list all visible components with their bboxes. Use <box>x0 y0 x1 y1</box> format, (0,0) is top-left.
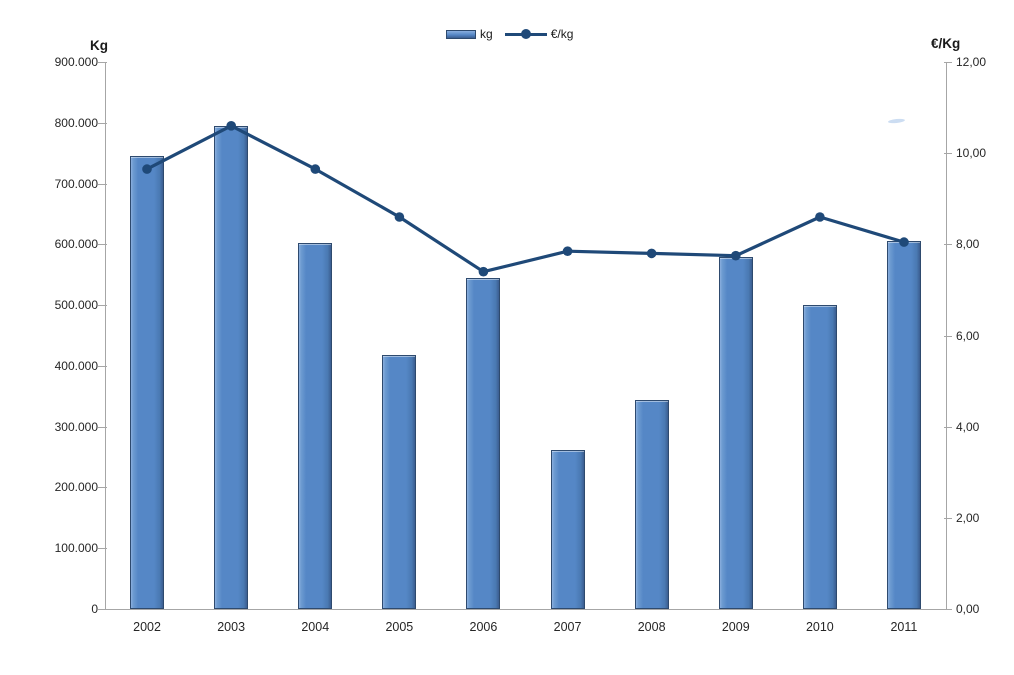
left-axis-tick-label: 400.000 <box>54 358 98 373</box>
right-axis-tick <box>944 244 952 246</box>
bar-2003 <box>214 125 249 609</box>
price-point-2007 <box>562 246 573 256</box>
line-series-swatch-icon <box>504 29 547 39</box>
left-axis-tick-label: 100.000 <box>54 541 98 556</box>
x-axis-label-2005: 2005 <box>385 620 414 634</box>
left-axis-tick-label: 200.000 <box>54 480 98 495</box>
price-point-2005 <box>394 212 405 222</box>
left-axis-tick <box>98 426 107 428</box>
plot-area <box>105 62 946 609</box>
legend-label-kg: kg <box>480 27 493 41</box>
left-axis-tick-label: 900.000 <box>54 55 98 69</box>
bar-2011 <box>887 241 921 609</box>
bar-2007 <box>550 449 585 609</box>
right-axis-tick <box>944 426 952 428</box>
right-axis-tick <box>944 153 952 155</box>
right-axis-tick-label: 8,00 <box>956 237 980 252</box>
bar-2010 <box>802 304 837 609</box>
x-axis-label-2004: 2004 <box>301 620 330 634</box>
bar-2002 <box>130 156 164 609</box>
right-axis-tick-label: 0,00 <box>956 602 980 616</box>
x-axis-label-2003: 2003 <box>217 620 246 634</box>
price-point-2010 <box>815 212 825 222</box>
left-axis-tick-label: 700.000 <box>54 176 98 191</box>
right-axis-title: €/Kg <box>931 36 961 51</box>
x-axis-label-2009: 2009 <box>721 620 750 634</box>
right-axis-tick-label: 6,00 <box>956 328 980 343</box>
left-axis-tick-label: 600.000 <box>54 237 98 252</box>
left-axis-tick-label: 800.000 <box>54 115 98 130</box>
right-axis-tick-label: 4,00 <box>956 419 980 434</box>
x-axis-label-2011: 2011 <box>890 620 918 634</box>
x-axis-line <box>105 609 947 610</box>
x-axis-label-2008: 2008 <box>637 620 666 634</box>
left-axis-tick <box>98 609 107 610</box>
bar-series-swatch-icon <box>446 29 476 39</box>
legend-item-kg: kg <box>446 27 493 41</box>
right-axis-tick-label: 10,00 <box>956 146 987 161</box>
bar-2006 <box>466 277 501 609</box>
x-axis-label-2006: 2006 <box>469 620 498 634</box>
price-point-2002 <box>142 164 152 174</box>
right-axis-tick <box>944 335 952 337</box>
right-axis-tick <box>944 62 952 63</box>
left-axis-line <box>105 62 106 610</box>
price-point-2003 <box>226 121 236 131</box>
right-axis-tick <box>944 517 952 519</box>
bar-2005 <box>382 354 417 609</box>
bar-2009 <box>718 256 753 609</box>
left-axis-tick <box>98 365 107 367</box>
left-axis-tick-label: 0 <box>91 602 98 616</box>
legend-label-eur-per-kg: €/kg <box>550 27 574 41</box>
bar-2004 <box>298 242 333 609</box>
price-point-2009 <box>731 250 741 261</box>
left-axis-tick <box>98 487 107 489</box>
x-axis-label-2010: 2010 <box>805 620 834 634</box>
bar-2008 <box>634 399 669 609</box>
left-axis-tick <box>98 183 107 185</box>
left-axis-tick <box>98 548 107 550</box>
left-axis-title: Kg <box>90 38 108 53</box>
left-axis-tick-label: 500.000 <box>54 298 98 313</box>
x-axis-label-2002: 2002 <box>133 620 161 634</box>
chart-legend: kg €/kg <box>446 27 573 41</box>
left-axis-tick <box>98 62 107 63</box>
price-point-2011 <box>899 237 909 247</box>
right-axis-tick <box>944 609 952 610</box>
price-point-2008 <box>646 248 657 259</box>
left-axis-tick <box>98 305 107 307</box>
right-axis-tick-label: 12,00 <box>956 55 987 69</box>
left-axis-tick <box>98 122 107 124</box>
price-point-2006 <box>478 266 489 277</box>
legend-item-eur-per-kg: €/kg <box>504 27 574 41</box>
left-axis-tick <box>98 244 107 246</box>
price-line-chart <box>142 121 909 277</box>
right-axis-tick-label: 2,00 <box>956 510 980 525</box>
price-line <box>146 124 905 274</box>
left-axis-tick-label: 300.000 <box>54 419 98 434</box>
x-axis-label-2007: 2007 <box>553 620 582 634</box>
price-point-2004 <box>310 164 321 174</box>
